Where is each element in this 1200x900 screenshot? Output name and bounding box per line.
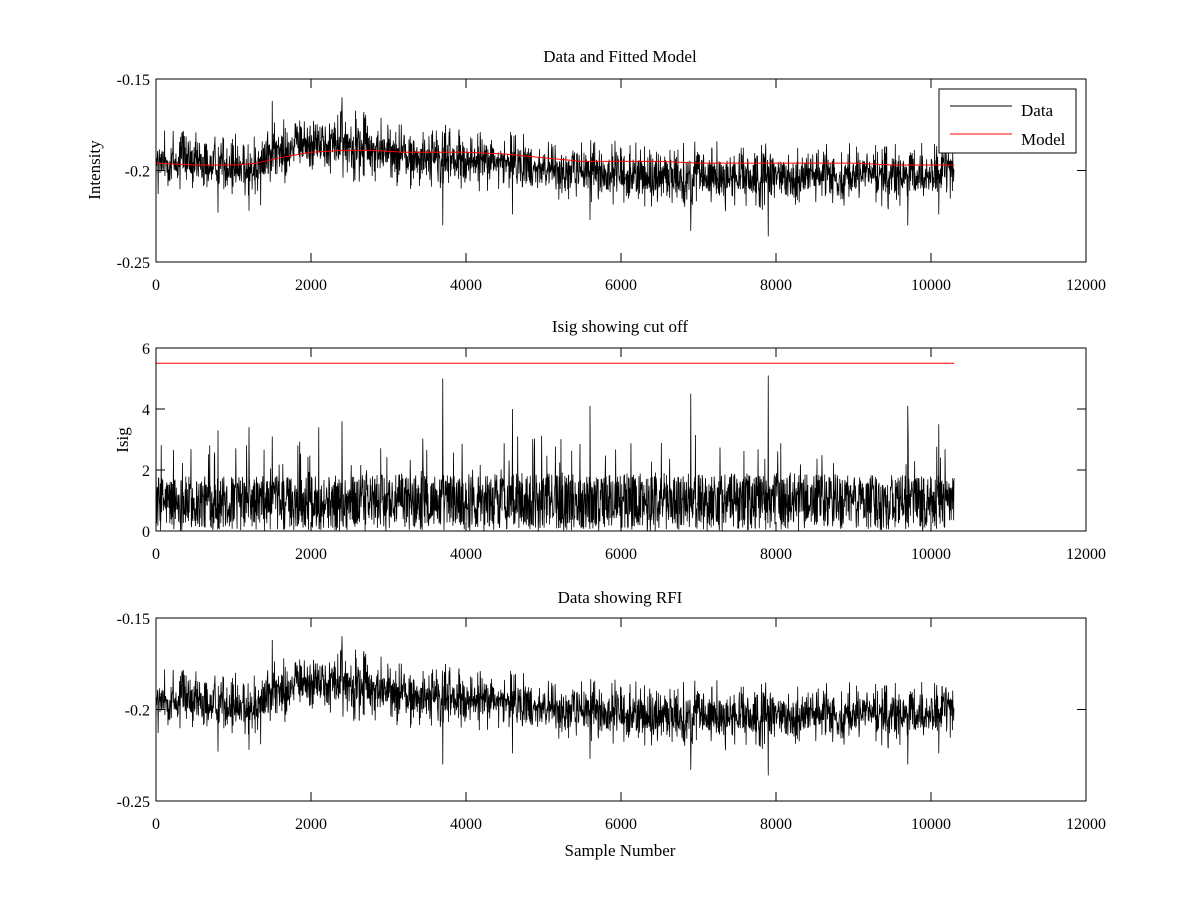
x-tick-label: 0 xyxy=(152,277,160,294)
y-tick-label: 0 xyxy=(142,524,150,541)
legend: Data Model xyxy=(938,88,1077,154)
y-tick-label: -0.2 xyxy=(125,703,150,720)
x-tick-label: 12000 xyxy=(1066,816,1106,833)
y-axis-label: Isig xyxy=(113,427,132,453)
y-tick-label: -0.15 xyxy=(117,72,150,89)
x-tick-label: 2000 xyxy=(295,546,327,563)
y-tick-label: 2 xyxy=(142,463,150,480)
x-tick-label: 12000 xyxy=(1066,546,1106,563)
y-tick-label: -0.15 xyxy=(117,611,150,628)
y-tick-label: 4 xyxy=(142,402,150,419)
series-line-0 xyxy=(156,375,955,531)
x-tick-label: 2000 xyxy=(295,277,327,294)
legend-box xyxy=(938,88,1077,154)
series-line-model xyxy=(156,149,955,166)
y-tick-label: 6 xyxy=(142,341,150,358)
axes-frame xyxy=(155,347,1087,532)
axis-ticks: 0 2000 4000 6000 8000 10000 12000 -0.15 -0.2 -0.2… xyxy=(117,611,1106,833)
panel-data-showing-rfi: Data showing RFI Sample Number 0 2000 4000… xyxy=(117,588,1106,860)
axes-frame xyxy=(155,617,1087,802)
series-line-0 xyxy=(156,636,955,776)
panel-isig-showing-cut-off: Isig showing cut off Isig 0 2000 4000 6000 8… xyxy=(113,317,1106,563)
panel-title: Data showing RFI xyxy=(558,588,683,607)
x-tick-label: 10000 xyxy=(911,277,951,294)
x-tick-label: 8000 xyxy=(760,816,792,833)
series-line-data xyxy=(156,97,955,237)
y-tick-label: -0.2 xyxy=(125,164,150,181)
x-tick-label: 10000 xyxy=(911,546,951,563)
x-tick-label: 4000 xyxy=(450,816,482,833)
x-tick-label: 4000 xyxy=(450,546,482,563)
x-tick-label: 0 xyxy=(152,816,160,833)
axes-frame xyxy=(155,78,1087,263)
legend-label-data: Data xyxy=(1021,101,1054,120)
axis-ticks: 0 2000 4000 6000 8000 10000 12000 -0.15 -0.2 -0.2… xyxy=(117,72,1106,294)
x-tick-label: 10000 xyxy=(911,816,951,833)
plot-lines xyxy=(156,97,955,237)
x-tick-label: 6000 xyxy=(605,546,637,563)
x-tick-label: 6000 xyxy=(605,277,637,294)
x-tick-label: 8000 xyxy=(760,277,792,294)
panel-title: Isig showing cut off xyxy=(552,317,688,336)
axis-ticks: 0 2000 4000 6000 8000 10000 12000 0 2 4 6 xyxy=(142,341,1106,563)
y-tick-label: -0.25 xyxy=(117,255,150,272)
x-tick-label: 2000 xyxy=(295,816,327,833)
panel-title: Data and Fitted Model xyxy=(543,47,697,66)
legend-label-model: Model xyxy=(1021,130,1066,149)
y-tick-label: -0.25 xyxy=(117,794,150,811)
panel-data-and-fitted-model: Data and Fitted Model Intensity 0 2000 400… xyxy=(85,47,1106,294)
x-tick-label: 8000 xyxy=(760,546,792,563)
x-axis-label: Sample Number xyxy=(565,841,676,860)
y-axis-label: Intensity xyxy=(85,140,104,200)
plot-lines xyxy=(156,636,955,776)
x-tick-label: 6000 xyxy=(605,816,637,833)
plot-lines xyxy=(156,362,955,531)
x-tick-label: 0 xyxy=(152,546,160,563)
x-tick-label: 12000 xyxy=(1066,277,1106,294)
x-tick-label: 4000 xyxy=(450,277,482,294)
